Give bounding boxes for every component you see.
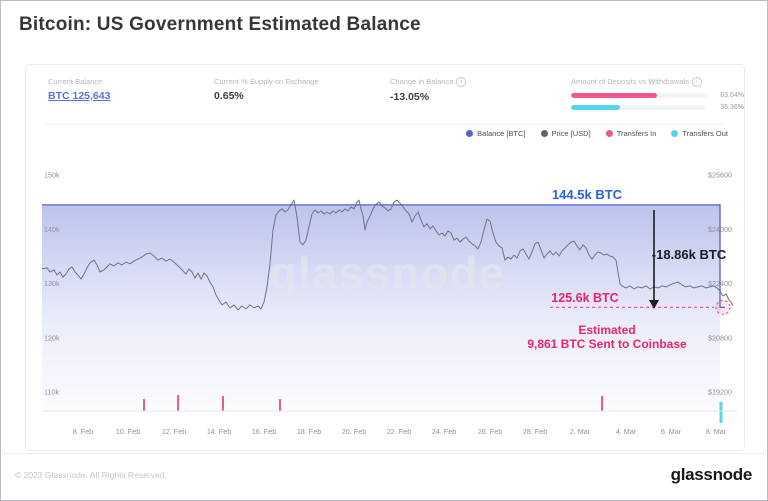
x-axis-label: 14. Feb xyxy=(207,427,231,436)
price-line xyxy=(41,199,734,311)
legend-label: Transfers In xyxy=(616,129,657,138)
withdrawals-bar-track xyxy=(571,105,706,110)
x-axis-label: 8. Feb xyxy=(73,427,93,436)
footer: © 2023 Glassnode. All Rights Reserved. g… xyxy=(2,453,766,499)
legend-item-transfers-out[interactable]: Transfers Out xyxy=(671,129,728,138)
stats-divider xyxy=(46,124,724,125)
transfers-in-bar xyxy=(177,395,179,411)
y-axis-left-label: 150k xyxy=(44,171,60,180)
price-dot-icon xyxy=(540,130,548,137)
x-axis-label: 10. Feb xyxy=(116,427,140,436)
transfers-out-bar xyxy=(719,402,723,423)
transfers-in-bar xyxy=(222,396,224,411)
x-axis-label: 28. Feb xyxy=(523,427,547,436)
legend-label: Balance [BTC] xyxy=(477,129,526,138)
x-axis-label: 26. Feb xyxy=(478,427,502,436)
deposits-bar-fill xyxy=(571,93,657,98)
stat-change-in-balance: Change in Balance i -13.05% xyxy=(390,77,467,103)
copyright-text: © 2023 Glassnode. All Rights Reserved. xyxy=(15,470,167,480)
transfers-in-dot-icon xyxy=(605,130,613,137)
x-axis-label: 24. Feb xyxy=(432,427,456,436)
stat-value: -13.05% xyxy=(390,91,430,103)
glassnode-watermark: glassnode xyxy=(269,247,506,299)
withdrawals-bar-fill xyxy=(571,105,621,110)
info-icon[interactable]: i xyxy=(691,77,702,87)
legend-label: Transfers Out xyxy=(682,129,728,138)
annotation-peak-balance: 144.5k BTC xyxy=(552,187,623,202)
stat-deposits-vs-withdrawals: Amount of Deposits vs Withdrawals i 63.64… xyxy=(571,77,744,111)
x-axis-label: 4. Mar xyxy=(616,427,637,436)
balance-dot-icon xyxy=(466,130,474,137)
x-axis-label: 2. Mar xyxy=(570,427,591,436)
x-axis-label: 18. Feb xyxy=(297,427,321,436)
deposits-bar-row: 63.64% xyxy=(571,92,744,99)
legend-label: Price [USD] xyxy=(551,129,591,138)
legend-item-price[interactable]: Price [USD] xyxy=(540,129,591,138)
y-axis-left-label: 110k xyxy=(44,388,59,397)
annotation-balance-drop: -18.86k BTC xyxy=(652,247,727,262)
y-axis-right-label: $25600 xyxy=(708,171,732,180)
y-axis-right-label: $22400 xyxy=(708,279,732,288)
x-axis-label: 20. Feb xyxy=(342,427,366,436)
legend-item-balance[interactable]: Balance [BTC] xyxy=(466,129,526,138)
y-axis-right-label: $24000 xyxy=(708,225,732,234)
balance-area xyxy=(42,204,720,411)
stat-supply-on-exchange: Current % Supply on Exchange 0.65% xyxy=(214,77,319,102)
deposits-bar-track xyxy=(571,93,706,98)
x-axis-label: 16. Feb xyxy=(252,427,276,436)
transfers-out-dot-icon xyxy=(671,130,679,137)
transfers-in-bar xyxy=(279,399,281,411)
info-icon[interactable]: i xyxy=(456,77,467,87)
annotation-end-balance: 125.6k BTC xyxy=(551,291,618,305)
stat-current-balance: Current Balance BTC 125,643 xyxy=(48,77,110,102)
chart-card: Current Balance BTC 125,643 Current % Su… xyxy=(25,64,745,451)
end-point-marker xyxy=(715,299,731,315)
annotation-note-line1: Estimated xyxy=(578,323,635,337)
x-axis-label: 6. Mar xyxy=(661,427,682,436)
x-axis-label: 22. Feb xyxy=(387,427,411,436)
legend-item-transfers-in[interactable]: Transfers In xyxy=(605,129,657,138)
glassnode-logo: glassnode xyxy=(670,465,753,484)
stat-label: Current Balance xyxy=(48,77,103,86)
y-axis-right-label: $20800 xyxy=(708,333,732,342)
chart-legend: Balance [BTC] Price [USD] Transfers In T… xyxy=(466,129,728,138)
x-axis-label: 8. Mar xyxy=(706,427,727,436)
chart-svg: glassnode 150k 140k 130k 120k 110k $25600 $2400… xyxy=(41,171,737,436)
y-axis-left-label: 130k xyxy=(44,279,60,288)
page-title: Bitcoin: US Government Estimated Balance xyxy=(19,14,421,35)
stat-label: Amount of Deposits vs Withdrawals xyxy=(571,77,689,86)
y-axis-left-label: 120k xyxy=(44,333,60,342)
transfers-in-bar xyxy=(143,399,145,411)
balance-value-link[interactable]: BTC 125,643 xyxy=(48,90,111,102)
x-axis-label: 12. Feb xyxy=(162,427,186,436)
y-axis-left-label: 140k xyxy=(44,225,60,234)
drop-arrow-head xyxy=(649,300,659,309)
withdrawals-bar-row: 36.36% xyxy=(571,104,744,111)
transfers-in-bar xyxy=(601,396,603,411)
y-axis-right-label: $19200 xyxy=(708,388,732,397)
stat-value: 0.65% xyxy=(214,90,244,102)
annotation-note-line2: 9,861 BTC Sent to Coinbase xyxy=(527,337,687,351)
stat-label: Current % Supply on Exchange xyxy=(214,77,319,86)
deposits-pct: 63.64% xyxy=(720,92,744,99)
withdrawals-pct: 36.36% xyxy=(720,104,744,111)
stat-label: Change in Balance xyxy=(390,77,454,86)
